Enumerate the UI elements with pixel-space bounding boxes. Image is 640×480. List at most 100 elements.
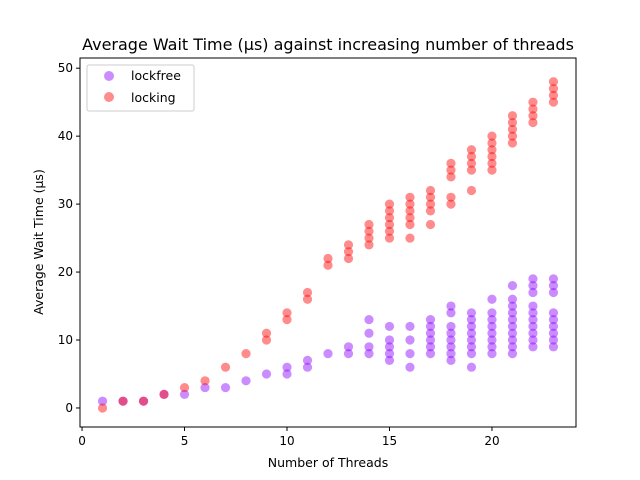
lockfree-point: [487, 328, 497, 338]
locking-point: [405, 199, 415, 209]
lockfree-point: [466, 321, 477, 332]
legend-label-locking: locking: [131, 90, 176, 105]
x-tick-label: 10: [279, 434, 294, 448]
lockfree-point: [343, 349, 354, 359]
lockfree-point: [118, 396, 128, 406]
legend-marker-locking: [104, 92, 114, 102]
lockfree-point: [466, 308, 477, 318]
locking-point: [364, 219, 374, 230]
locking-point: [487, 165, 497, 175]
lockfree-point: [200, 382, 210, 393]
locking-point: [384, 199, 395, 209]
locking-point: [466, 158, 477, 168]
y-tick-label: 0: [65, 401, 73, 415]
lockfree-point: [405, 321, 415, 332]
locking-point: [446, 192, 456, 202]
locking-point: [159, 389, 169, 399]
points-layer: [97, 77, 559, 413]
lockfree-point: [548, 335, 559, 345]
lockfree-point: [507, 342, 518, 352]
lockfree-point: [446, 321, 456, 332]
lockfree-point: [405, 362, 415, 372]
lockfree-point: [548, 321, 559, 332]
lockfree-point: [466, 328, 477, 338]
lockfree-point: [487, 294, 497, 304]
lockfree-point: [364, 328, 374, 338]
lockfree-point: [487, 349, 497, 359]
locking-point: [528, 117, 538, 128]
lockfree-point: [487, 321, 497, 332]
lockfree-point: [528, 342, 538, 352]
locking-point: [446, 165, 456, 175]
locking-point: [425, 219, 436, 230]
locking-point: [323, 260, 333, 270]
lockfree-point: [466, 362, 477, 372]
locking-point: [343, 240, 354, 250]
lockfree-point: [528, 328, 538, 338]
locking-point: [507, 111, 518, 121]
lockfree-point: [487, 335, 497, 345]
lockfree-point: [364, 315, 374, 325]
x-axis-label: Number of Threads: [268, 455, 388, 470]
locking-point: [364, 240, 374, 250]
lockfree-point: [487, 315, 497, 325]
lockfree-point: [507, 281, 518, 291]
lockfree-point: [507, 349, 518, 359]
x-axis-ticks: 0 5 10 15 20: [78, 427, 500, 448]
legend-label-lockfree: lockfree: [131, 68, 181, 83]
locking-point: [487, 145, 497, 155]
lockfree-point: [405, 349, 415, 359]
x-tick-label: 5: [181, 434, 189, 448]
locking-point: [548, 77, 559, 87]
lockfree-point: [507, 301, 518, 311]
lockfree-point: [507, 294, 518, 304]
legend: lockfree locking: [86, 64, 195, 112]
locking-point: [261, 328, 272, 338]
locking-point: [425, 199, 436, 209]
locking-point: [97, 403, 108, 413]
y-tick-label: 30: [58, 197, 73, 211]
locking-point: [323, 253, 333, 264]
locking-point: [507, 124, 518, 134]
lockfree-point: [507, 308, 518, 318]
lockfree-point: [384, 349, 395, 359]
x-tick-label: 0: [78, 434, 86, 448]
chart-title: Average Wait Time (µs) against increasin…: [82, 35, 574, 54]
lockfree-point: [446, 335, 456, 345]
lockfree-point: [446, 328, 456, 338]
lockfree-point: [261, 369, 272, 379]
lockfree-point: [548, 315, 559, 325]
y-axis-ticks: 0 10 20 30 40 50: [58, 61, 80, 415]
lockfree-point: [548, 274, 559, 284]
lockfree-point: [425, 349, 436, 359]
locking-point: [405, 192, 415, 202]
lockfree-point: [446, 342, 456, 352]
locking-point: [405, 206, 415, 216]
locking-point: [261, 335, 272, 345]
lockfree-point: [487, 342, 497, 352]
y-tick-label: 10: [58, 333, 73, 347]
locking-point: [507, 138, 518, 148]
locking-point: [528, 104, 538, 114]
locking-point: [487, 158, 497, 168]
lockfree-point: [487, 308, 497, 318]
locking-point: [487, 131, 497, 141]
lockfree-point: [466, 315, 477, 325]
locking-point: [179, 382, 190, 393]
lockfree-point: [446, 355, 456, 366]
locking-point: [384, 206, 395, 216]
lockfree-point: [528, 281, 538, 291]
y-tick-label: 40: [58, 129, 73, 143]
lockfree-point: [302, 355, 313, 366]
lockfree-point: [446, 301, 456, 311]
lockfree-point: [528, 308, 538, 318]
locking-point: [118, 396, 128, 406]
locking-point: [384, 226, 395, 236]
lockfree-point: [425, 328, 436, 338]
locking-point: [405, 233, 415, 243]
locking-point: [302, 294, 313, 304]
lockfree-point: [241, 376, 251, 386]
lockfree-point: [97, 396, 108, 406]
plot-frame: [79, 57, 577, 428]
